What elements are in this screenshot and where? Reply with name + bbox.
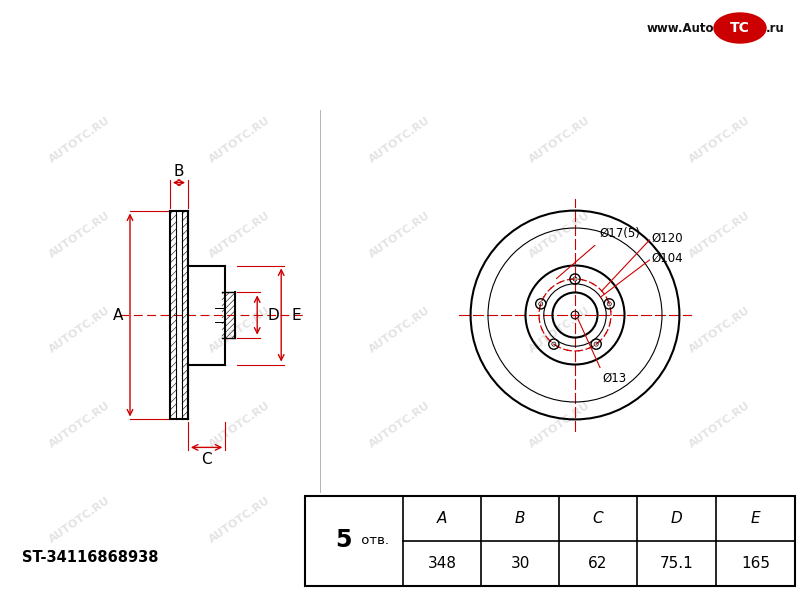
Text: D: D (670, 511, 682, 526)
Text: AUTOTC.RU: AUTOTC.RU (368, 210, 432, 260)
Text: Ø104: Ø104 (651, 251, 683, 265)
Text: B: B (514, 511, 526, 526)
Text: AUTOTC.RU: AUTOTC.RU (528, 305, 592, 355)
Text: AUTOTC.RU: AUTOTC.RU (528, 400, 592, 450)
Text: Ø17(5): Ø17(5) (599, 226, 640, 239)
Text: AUTOTC.RU: AUTOTC.RU (48, 115, 112, 165)
Text: AUTOTC.RU: AUTOTC.RU (48, 495, 112, 545)
Text: 30: 30 (510, 556, 530, 571)
Text: .ru: .ru (766, 22, 785, 34)
Text: A: A (113, 307, 123, 323)
Text: AUTOTC.RU: AUTOTC.RU (48, 400, 112, 450)
Text: E: E (291, 307, 301, 323)
Text: AUTOTC.RU: AUTOTC.RU (208, 210, 272, 260)
Text: www.Auto: www.Auto (646, 22, 714, 34)
Text: AUTOTC.RU: AUTOTC.RU (368, 495, 432, 545)
Text: AUTOTC.RU: AUTOTC.RU (208, 400, 272, 450)
Text: AUTOTC.RU: AUTOTC.RU (208, 495, 272, 545)
Text: AUTOTC.RU: AUTOTC.RU (688, 305, 752, 355)
Text: AUTOTC.RU: AUTOTC.RU (48, 210, 112, 260)
Text: TC: TC (730, 21, 750, 35)
Text: 62: 62 (588, 556, 608, 571)
Text: AUTOTC.RU: AUTOTC.RU (688, 210, 752, 260)
Text: AUTOTC.RU: AUTOTC.RU (208, 115, 272, 165)
Text: 75.1: 75.1 (660, 556, 694, 571)
Text: A: A (437, 511, 447, 526)
Text: AUTOTC.RU: AUTOTC.RU (48, 305, 112, 355)
Text: отв.: отв. (357, 533, 389, 547)
Text: AUTOTC.RU: AUTOTC.RU (208, 305, 272, 355)
Text: Ø13: Ø13 (602, 371, 626, 385)
Text: AUTOTC.RU: AUTOTC.RU (528, 495, 592, 545)
Text: AUTOTC.RU: AUTOTC.RU (528, 115, 592, 165)
Text: AUTOTC.RU: AUTOTC.RU (688, 495, 752, 545)
Text: AUTOTC.RU: AUTOTC.RU (368, 305, 432, 355)
Text: ST-34116868938: ST-34116868938 (22, 550, 158, 565)
Bar (305, 496, 795, 586)
Text: AUTOTC.RU: AUTOTC.RU (688, 115, 752, 165)
Text: AUTOTC.RU: AUTOTC.RU (528, 210, 592, 260)
Text: 348: 348 (427, 556, 457, 571)
Text: E: E (750, 511, 760, 526)
Text: Ø120: Ø120 (651, 232, 683, 245)
Text: C: C (593, 511, 603, 526)
Text: D: D (267, 307, 279, 323)
Text: 5: 5 (334, 528, 351, 552)
Text: AUTOTC.RU: AUTOTC.RU (368, 400, 432, 450)
Text: B: B (174, 164, 184, 179)
Text: AUTOTC.RU: AUTOTC.RU (688, 400, 752, 450)
Text: AUTOTC.RU: AUTOTC.RU (368, 115, 432, 165)
Text: 165: 165 (741, 556, 770, 571)
Text: C: C (202, 452, 212, 467)
Ellipse shape (714, 13, 766, 43)
